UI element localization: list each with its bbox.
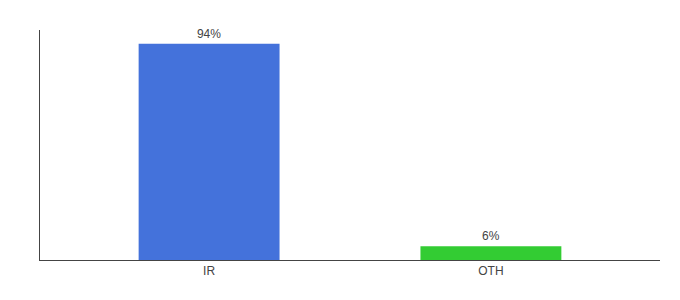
svg-text:OTH: OTH <box>478 264 503 278</box>
svg-text:IR: IR <box>203 264 215 278</box>
svg-text:6%: 6% <box>482 229 500 243</box>
svg-text:94%: 94% <box>197 27 221 41</box>
